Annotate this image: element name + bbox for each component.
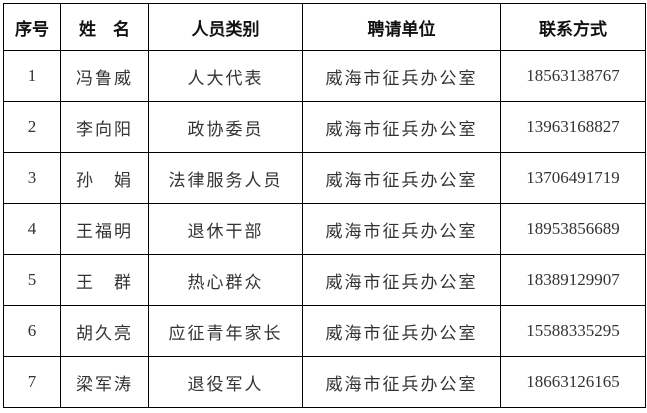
cell-category: 法律服务人员 (148, 152, 303, 204)
cell-contact: 15588335295 (500, 305, 646, 357)
cell-unit: 威海市征兵办公室 (302, 356, 501, 408)
cell-contact: 18563138767 (500, 50, 646, 102)
cell-index: 4 (3, 203, 61, 255)
cell-contact: 13706491719 (500, 152, 646, 204)
cell-index: 6 (3, 305, 61, 357)
cell-contact: 18953856689 (500, 203, 646, 255)
cell-index: 3 (3, 152, 61, 204)
header-name: 姓 名 (60, 3, 149, 51)
table-row: 4 王福明 退休干部 威海市征兵办公室 18953856689 (3, 203, 646, 255)
cell-name: 王 群 (60, 254, 149, 306)
cell-category: 退役军人 (148, 356, 303, 408)
cell-name: 李向阳 (60, 101, 149, 153)
cell-unit: 威海市征兵办公室 (302, 254, 501, 306)
header-unit: 聘请单位 (302, 3, 501, 51)
cell-name: 孙 娟 (60, 152, 149, 204)
cell-unit: 威海市征兵办公室 (302, 50, 501, 102)
header-contact: 联系方式 (500, 3, 646, 51)
cell-index: 1 (3, 50, 61, 102)
personnel-table: 序号 姓 名 人员类别 聘请单位 联系方式 1 冯鲁威 人大代表 威海市征兵办公室 18… (3, 3, 646, 408)
cell-contact: 18389129907 (500, 254, 646, 306)
header-index: 序号 (3, 3, 61, 51)
cell-unit: 威海市征兵办公室 (302, 305, 501, 357)
cell-category: 人大代表 (148, 50, 303, 102)
header-row: 序号 姓 名 人员类别 聘请单位 联系方式 (3, 3, 646, 51)
header-category: 人员类别 (148, 3, 303, 51)
cell-unit: 威海市征兵办公室 (302, 101, 501, 153)
cell-unit: 威海市征兵办公室 (302, 152, 501, 204)
cell-category: 政协委员 (148, 101, 303, 153)
cell-contact: 18663126165 (500, 356, 646, 408)
cell-name: 梁军涛 (60, 356, 149, 408)
cell-index: 2 (3, 101, 61, 153)
cell-index: 5 (3, 254, 61, 306)
cell-name: 胡久亮 (60, 305, 149, 357)
cell-category: 应征青年家长 (148, 305, 303, 357)
cell-contact: 13963168827 (500, 101, 646, 153)
cell-name: 王福明 (60, 203, 149, 255)
cell-unit: 威海市征兵办公室 (302, 203, 501, 255)
cell-index: 7 (3, 356, 61, 408)
cell-name: 冯鲁威 (60, 50, 149, 102)
table-row: 7 梁军涛 退役军人 威海市征兵办公室 18663126165 (3, 356, 646, 408)
table-row: 6 胡久亮 应征青年家长 威海市征兵办公室 15588335295 (3, 305, 646, 357)
cell-category: 热心群众 (148, 254, 303, 306)
table-row: 1 冯鲁威 人大代表 威海市征兵办公室 18563138767 (3, 50, 646, 102)
cell-category: 退休干部 (148, 203, 303, 255)
table-row: 2 李向阳 政协委员 威海市征兵办公室 13963168827 (3, 101, 646, 153)
